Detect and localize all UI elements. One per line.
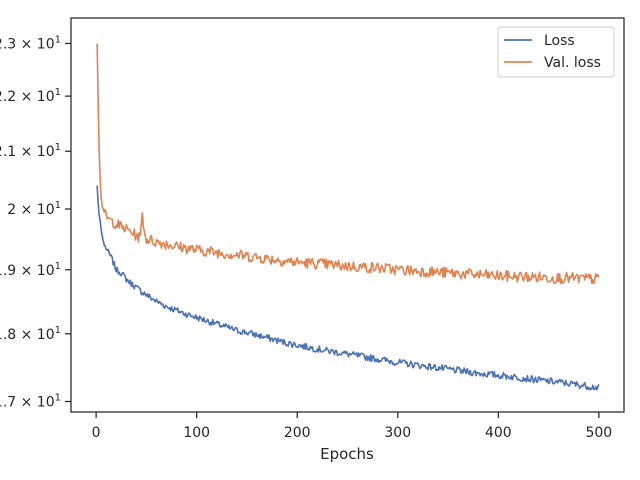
y-tick-label: 1.8 × 101	[0, 325, 61, 343]
y-tick-label: 2 × 101	[7, 200, 61, 218]
x-tick-label: 0	[92, 425, 101, 441]
plot-area	[70, 17, 625, 413]
x-tick-label: 200	[284, 425, 311, 441]
legend: Loss Val. loss	[497, 26, 615, 78]
y-tick-label: 2.1 × 101	[0, 142, 61, 160]
legend-label: Val. loss	[544, 55, 601, 71]
y-tick-label: 2.2 × 101	[0, 87, 61, 105]
x-tick-label: 500	[585, 425, 612, 441]
x-tick-label: 300	[384, 425, 411, 441]
x-axis: 0 100 200 300 400 500	[92, 412, 612, 441]
plot-frame	[70, 17, 625, 413]
y-tick-label: 2.3 × 101	[0, 34, 61, 52]
x-tick-label: 100	[183, 425, 210, 441]
series-line-loss	[96, 185, 600, 391]
y-tick-label: 1.7 × 101	[0, 393, 61, 411]
x-tick-label: 400	[485, 425, 512, 441]
y-axis: 1.7 × 101 1.8 × 101 1.9 × 101 2 × 101 2.1 × …	[0, 34, 71, 411]
y-tick-label: 1.9 × 101	[0, 261, 61, 279]
series-layer	[96, 43, 600, 391]
x-axis-title: Epochs	[320, 445, 374, 463]
series-line-val-loss	[96, 43, 600, 285]
legend-label: Loss	[544, 33, 575, 49]
